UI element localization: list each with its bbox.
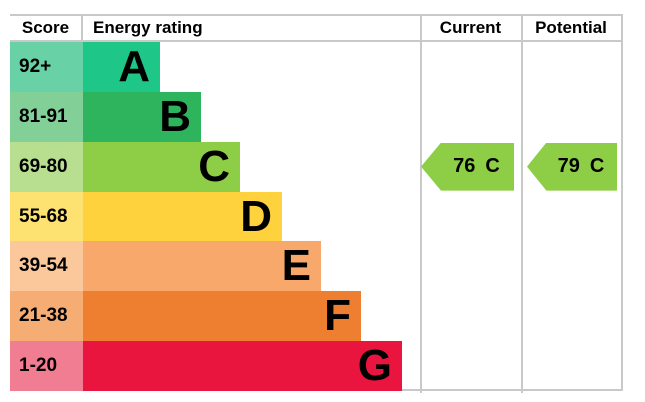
band-bar-c: C xyxy=(83,141,240,192)
band-letter: F xyxy=(324,291,351,341)
band-letter: G xyxy=(357,341,392,391)
band-bar-f: F xyxy=(83,291,361,342)
band-score-range: 21-38 xyxy=(10,291,83,342)
band-row-e: 39-54 E xyxy=(10,241,621,292)
potential-rating-value: 79 xyxy=(557,155,580,178)
bands-area: 92+ A 81-91 B 69-80 C 55-68 D 39-54 E 21… xyxy=(10,42,621,392)
band-row-c: 69-80 C xyxy=(10,141,621,192)
band-letter: C xyxy=(198,141,230,191)
column-divider-current xyxy=(420,16,422,393)
band-score-range: 39-54 xyxy=(10,241,83,292)
band-score-range: 81-91 xyxy=(10,91,83,142)
band-bar-a: A xyxy=(83,42,160,92)
header-score: Score xyxy=(10,16,83,40)
band-score-range: 1-20 xyxy=(10,341,83,392)
band-row-a: 92+ A xyxy=(10,42,621,92)
band-row-f: 21-38 F xyxy=(10,291,621,342)
band-bar-b: B xyxy=(83,91,201,142)
potential-rating-arrow: 79 C xyxy=(527,142,617,191)
current-rating-value: 76 xyxy=(453,155,476,178)
header-energy-rating: Energy rating xyxy=(93,18,203,37)
band-score-range: 69-80 xyxy=(10,141,83,192)
header-current: Current xyxy=(439,18,502,37)
column-divider-potential xyxy=(521,16,523,393)
band-row-b: 81-91 B xyxy=(10,91,621,142)
band-letter: B xyxy=(159,91,191,141)
current-rating-arrow: 76 C xyxy=(421,142,514,191)
current-rating-band: C xyxy=(485,155,500,178)
table-header-row: Score Energy rating Current Potential xyxy=(10,16,621,42)
header-potential: Potential xyxy=(535,18,607,37)
band-bar-g: G xyxy=(83,341,402,392)
rating-table: Score Energy rating Current Potential 92… xyxy=(10,14,623,393)
band-bar-e: E xyxy=(83,241,321,292)
band-score-range: 92+ xyxy=(10,42,83,92)
band-bar-d: D xyxy=(83,191,282,242)
band-row-d: 55-68 D xyxy=(10,191,621,242)
band-letter: A xyxy=(118,41,150,91)
band-letter: E xyxy=(281,241,311,291)
band-letter: D xyxy=(240,191,272,241)
potential-rating-band: C xyxy=(589,155,605,178)
band-row-g: 1-20 G xyxy=(10,341,621,392)
band-score-range: 55-68 xyxy=(10,191,83,242)
